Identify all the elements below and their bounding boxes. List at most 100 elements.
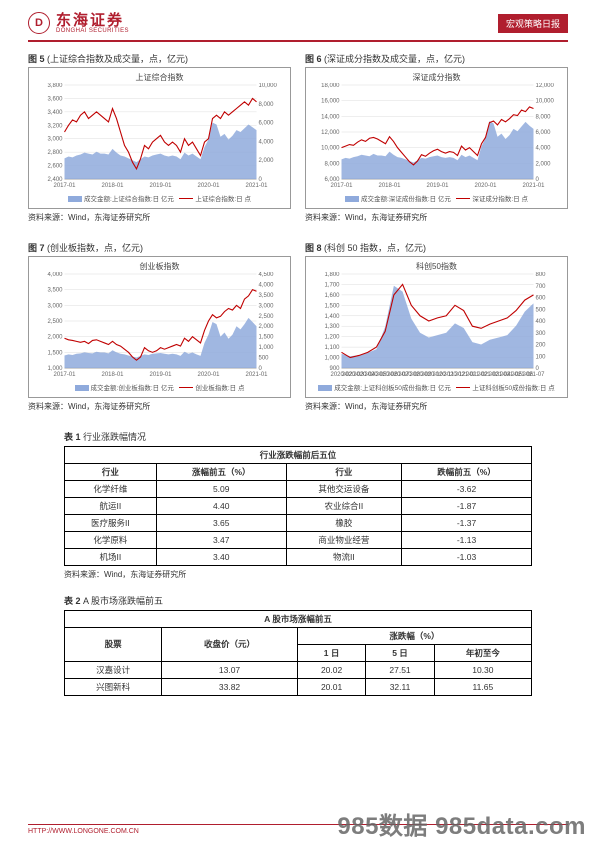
line-swatch [179,198,193,199]
table-row: 机场II3.40物流II-1.03 [65,548,532,565]
tbl2-body: 汉嘉设计13.0720.0227.5110.30兴图新科33.8220.0132… [65,661,532,695]
chart-row-2: 图 7 (创业板指数，点，亿元) 创业板指数 1,000 1,500 2,000 2,… [28,241,568,426]
fig5-svg: 2,4002,6002,8003,0003,2003,4003,6003,800… [29,83,290,193]
fig6-legend: 成交金额:深证成份指数:日 亿元 深证成分指数:日 点 [306,193,567,205]
svg-text:1,500: 1,500 [259,334,275,340]
svg-text:16,000: 16,000 [321,98,340,104]
fig8-num: 图 8 [305,243,322,253]
svg-text:2019-01: 2019-01 [149,183,172,189]
fig8-title: 科创50指数 [306,257,567,272]
tbl2-header-main: A 股市场涨幅前五 [65,610,532,627]
svg-text:4,000: 4,000 [47,272,63,278]
line-swatch [179,387,193,388]
svg-text:2018-01: 2018-01 [101,183,124,189]
fig7-source: 资料来源：Wind，东海证券研究所 [28,401,291,412]
svg-text:10,000: 10,000 [259,83,278,89]
figure-7: 图 7 (创业板指数，点，亿元) 创业板指数 1,000 1,500 2,000 2,… [28,241,291,426]
svg-text:2021-01: 2021-01 [245,372,268,378]
svg-text:6,000: 6,000 [259,120,275,126]
fig6-title: 深证成分指数 [306,68,567,83]
svg-text:2019-01: 2019-01 [149,372,172,378]
svg-text:2021-01: 2021-01 [245,183,268,189]
svg-text:2020-01: 2020-01 [474,183,497,189]
table-2-wrap: 表 2 A 股市场涨跌幅前五 A 股市场涨幅前五 股票 收盘价（元） 涨跌幅（%… [64,594,532,696]
fig7-title: 创业板指数 [29,257,290,272]
svg-text:3,600: 3,600 [47,96,63,102]
svg-text:500: 500 [536,307,547,313]
fig7-caption: (创业板指数，点，亿元) [47,243,143,253]
svg-text:2018-01: 2018-01 [101,372,124,378]
fig8-svg: 9001,0001,1001,2001,3001,4001,5001,6001,… [306,272,567,382]
svg-text:600: 600 [536,295,547,301]
svg-text:2018-01: 2018-01 [378,183,401,189]
report-type-badge: 宏观策略日报 [498,14,568,33]
fig8-legend: 成交金额:上证科创板50成份指数:日 亿元 上证科创板50成份指数:日 点 [306,382,567,394]
line-swatch [456,387,470,388]
svg-text:6,000: 6,000 [536,130,552,136]
svg-text:700: 700 [536,283,547,289]
svg-text:4,000: 4,000 [536,145,552,151]
area-swatch [345,196,359,202]
svg-text:14,000: 14,000 [321,114,340,120]
svg-text:8,000: 8,000 [259,101,275,107]
svg-text:1,400: 1,400 [324,313,340,319]
svg-text:2,000: 2,000 [259,324,275,330]
figure-6: 图 6 (深证成分指数及成交量，点，亿元) 深证成分指数 6,0008,0001… [305,52,568,237]
svg-text:1,200: 1,200 [324,334,340,340]
fig5-caption: (上证综合指数及成交量，点，亿元) [47,54,188,64]
page-header: D 东海证券 DONGHAI SECURITIES 宏观策略日报 [0,0,596,38]
table-row: 兴图新科33.8220.0132.1111.65 [65,678,532,695]
svg-text:3,400: 3,400 [47,109,63,115]
svg-text:200: 200 [536,342,547,348]
svg-text:4,000: 4,000 [259,139,275,145]
tbl1-body: 化学纤维5.09其他交运设备-3.62航运II4.40农业综合II-1.87医疗… [65,480,532,565]
fig7-legend: 成交金额:创业板指数:日 亿元 创业板指数:日 点 [29,382,290,394]
tbl2-header-row-1: 股票 收盘价（元） 涨跌幅（%） [65,627,532,644]
fig5-num: 图 5 [28,54,45,64]
svg-text:2,500: 2,500 [259,313,275,319]
svg-text:1,000: 1,000 [259,345,275,351]
svg-text:2019-01: 2019-01 [426,183,449,189]
svg-text:2021-07: 2021-07 [522,372,545,378]
svg-text:300: 300 [536,330,547,336]
fig6-source: 资料来源：Wind，东海证券研究所 [305,212,568,223]
svg-text:2,000: 2,000 [259,158,275,164]
svg-text:2017-01: 2017-01 [53,183,76,189]
figure-5: 图 5 (上证综合指数及成交量，点，亿元) 上证综合指数 2,4002,6002… [28,52,291,237]
svg-text:400: 400 [536,319,547,325]
table-row: 医疗服务II3.65橡胶-1.37 [65,514,532,531]
footer-url: HTTP://WWW.LONGONE.COM.CN [28,828,139,835]
fig7-num: 图 7 [28,243,45,253]
header-rule [28,40,568,42]
fig5-legend: 成交金额:上证综合指数:日 亿元 上证综合指数:日 点 [29,193,290,205]
logo-block: D 东海证券 DONGHAI SECURITIES [28,12,129,34]
chart-row-1: 图 5 (上证综合指数及成交量，点，亿元) 上证综合指数 2,4002,6002… [28,52,568,237]
logo-cn: 东海证券 [56,13,129,28]
table-row: 化学原料3.47商业物业经营-1.13 [65,531,532,548]
fig7-svg: 1,0001,5002,0002,5003,0003,5004,00005001… [29,272,290,382]
svg-text:3,000: 3,000 [259,303,275,309]
svg-text:2021-01: 2021-01 [522,183,545,189]
table-row: 汉嘉设计13.0720.0227.5110.30 [65,661,532,678]
svg-text:3,500: 3,500 [259,292,275,298]
svg-text:3,800: 3,800 [47,83,63,89]
svg-text:8,000: 8,000 [536,114,552,120]
area-swatch [75,385,89,391]
tbl1-source: 资料来源：Wind，东海证券研究所 [64,569,532,580]
fig6-num: 图 6 [305,54,322,64]
svg-text:2,800: 2,800 [47,150,63,156]
logo-icon: D [28,12,50,34]
svg-text:12,000: 12,000 [536,83,555,89]
svg-text:800: 800 [536,272,547,278]
svg-text:2020-01: 2020-01 [197,183,220,189]
line-swatch [456,198,470,199]
svg-text:1,000: 1,000 [324,355,340,361]
watermark: 985数据 985data.com [337,806,586,841]
tbl1-num: 表 1 [64,432,81,442]
svg-text:1,300: 1,300 [324,324,340,330]
svg-text:1,500: 1,500 [47,350,63,356]
svg-text:2,000: 2,000 [536,161,552,167]
svg-text:2017-01: 2017-01 [330,183,353,189]
svg-text:12,000: 12,000 [321,130,340,136]
svg-text:3,200: 3,200 [47,123,63,129]
